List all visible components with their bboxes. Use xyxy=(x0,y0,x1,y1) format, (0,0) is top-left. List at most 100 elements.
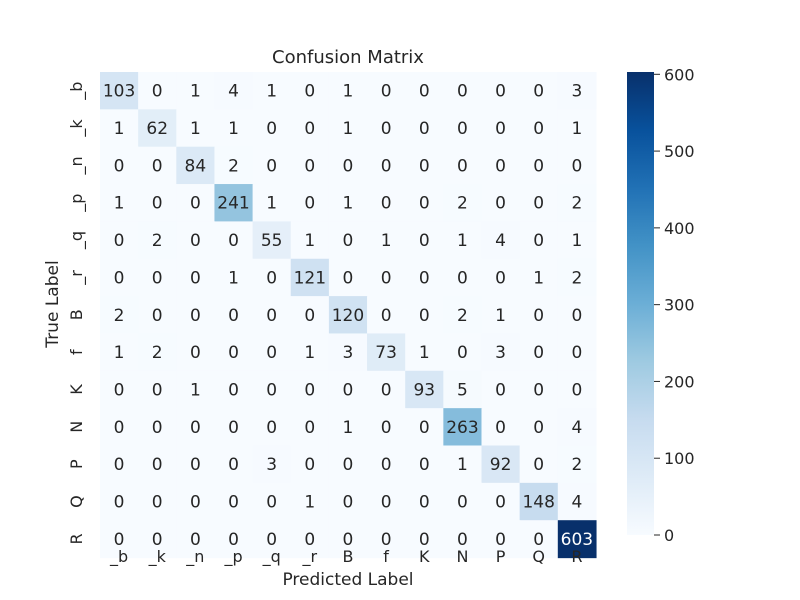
colorbar-tick-label: 0 xyxy=(664,526,674,545)
cell-value-label: 0 xyxy=(419,82,430,102)
heatmap-cell xyxy=(100,520,139,559)
cell-value-label: 0 xyxy=(495,156,506,176)
colorbar-tick-labels: 0 100 200 300 400 500 600 xyxy=(654,65,695,545)
cell-value-label: 0 xyxy=(533,418,544,438)
heatmap-cell xyxy=(176,445,216,484)
heatmap-cell xyxy=(100,109,139,148)
cell-value-label: 0 xyxy=(228,343,239,363)
heatmap-cell xyxy=(481,520,521,559)
cell-value-label: 1 xyxy=(190,119,201,139)
heatmap-cell xyxy=(367,333,406,372)
cell-value-label: 0 xyxy=(152,268,163,288)
y-tick-label: _r xyxy=(67,270,87,286)
heatmap-cell xyxy=(519,72,559,110)
cell-value-label: 0 xyxy=(190,455,201,475)
cell-value-label: 0 xyxy=(571,343,582,363)
heatmap-cell xyxy=(252,370,292,409)
y-tick-label: _b xyxy=(67,82,87,101)
cell-value-label: 0 xyxy=(381,194,392,214)
cell-value-label: 0 xyxy=(190,231,201,251)
cell-value-label: 0 xyxy=(419,493,430,513)
heatmap-cell xyxy=(290,296,330,335)
cell-value-label: 1 xyxy=(266,194,277,214)
y-tick-label: N xyxy=(67,421,86,433)
heatmap-cell xyxy=(367,109,406,148)
heatmap-cell xyxy=(328,109,368,148)
heatmap-cell xyxy=(138,370,177,409)
y-tick-label: R xyxy=(67,533,86,544)
heatmap-cell xyxy=(405,258,444,297)
cell-value-label: 0 xyxy=(152,455,163,475)
heatmap-cell xyxy=(405,221,444,260)
heatmap-cell xyxy=(443,146,483,185)
heatmap-cell xyxy=(557,520,597,559)
cell-value-label: 55 xyxy=(261,231,283,251)
heatmap-cell xyxy=(214,482,254,521)
cell-value-label: 0 xyxy=(228,380,239,400)
x-tick-label: f xyxy=(383,547,389,566)
cell-value-label: 241 xyxy=(217,194,249,214)
cell-value-label: 0 xyxy=(419,455,430,475)
heatmap-cell xyxy=(367,482,406,521)
heatmap-cell xyxy=(328,445,368,484)
heatmap-cell xyxy=(138,445,177,484)
cell-value-label: 0 xyxy=(266,530,277,550)
cell-value-label: 0 xyxy=(419,268,430,288)
heatmap-cell xyxy=(367,184,406,222)
cell-value-label: 4 xyxy=(571,418,582,438)
colorbar-tick-label: 300 xyxy=(664,296,695,315)
heatmap-cell xyxy=(138,258,177,297)
cell-value-label: 1 xyxy=(343,194,354,214)
chart-title: Confusion Matrix xyxy=(272,47,424,68)
heatmap-cell xyxy=(176,184,216,222)
heatmap-cell xyxy=(252,408,292,447)
cell-value-label: 0 xyxy=(152,82,163,102)
cell-value-label: 0 xyxy=(152,194,163,214)
heatmap-cell xyxy=(100,408,139,447)
heatmap-cell xyxy=(176,72,216,110)
heatmap-cell xyxy=(138,184,177,222)
heatmap-cell xyxy=(214,520,254,559)
y-axis-tick-labels: _b _k _n _p _q _r Bf K N P Q R xyxy=(67,82,87,545)
cell-value-label: 0 xyxy=(457,493,468,513)
x-tick-label: _r xyxy=(302,547,318,567)
cell-value-label: 0 xyxy=(152,156,163,176)
heatmap-cell xyxy=(290,482,330,521)
heatmap-cell xyxy=(100,258,139,297)
heatmap-cell xyxy=(214,408,254,447)
cell-value-label: 3 xyxy=(571,82,582,102)
cell-value-label: 0 xyxy=(495,268,506,288)
heatmap-cell xyxy=(214,258,254,297)
cell-value-label: 1 xyxy=(266,82,277,102)
heatmap-cell xyxy=(443,72,483,110)
heatmap-cell xyxy=(138,296,177,335)
cell-value-label: 2 xyxy=(457,306,468,326)
heatmap-cell xyxy=(557,184,597,222)
cell-value-label: 0 xyxy=(381,268,392,288)
cell-value-label: 0 xyxy=(533,306,544,326)
cell-value-label: 0 xyxy=(457,156,468,176)
cell-value-label: 0 xyxy=(381,380,392,400)
heatmap-cell xyxy=(138,221,177,260)
heatmap-cell xyxy=(252,258,292,297)
cell-value-label: 0 xyxy=(419,119,430,139)
heatmap-cell xyxy=(290,333,330,372)
cell-value-label: 0 xyxy=(190,306,201,326)
cell-value-label: 0 xyxy=(381,156,392,176)
heatmap-cell xyxy=(214,333,254,372)
cell-value-label: 0 xyxy=(190,194,201,214)
cell-value-label: 0 xyxy=(114,268,125,288)
heatmap-cell xyxy=(557,445,597,484)
cell-value-label: 4 xyxy=(495,231,506,251)
heatmap-cell xyxy=(443,370,483,409)
cell-value-label: 0 xyxy=(343,380,354,400)
cell-value-label: 1 xyxy=(228,119,239,139)
heatmap-cell xyxy=(481,184,521,222)
cell-value-label: 1 xyxy=(304,493,315,513)
cell-value-label: 0 xyxy=(533,82,544,102)
cell-value-label: 0 xyxy=(533,343,544,363)
x-tick-label: Q xyxy=(532,547,545,566)
cell-value-label: 1 xyxy=(228,268,239,288)
cell-value-label: 62 xyxy=(146,119,168,139)
